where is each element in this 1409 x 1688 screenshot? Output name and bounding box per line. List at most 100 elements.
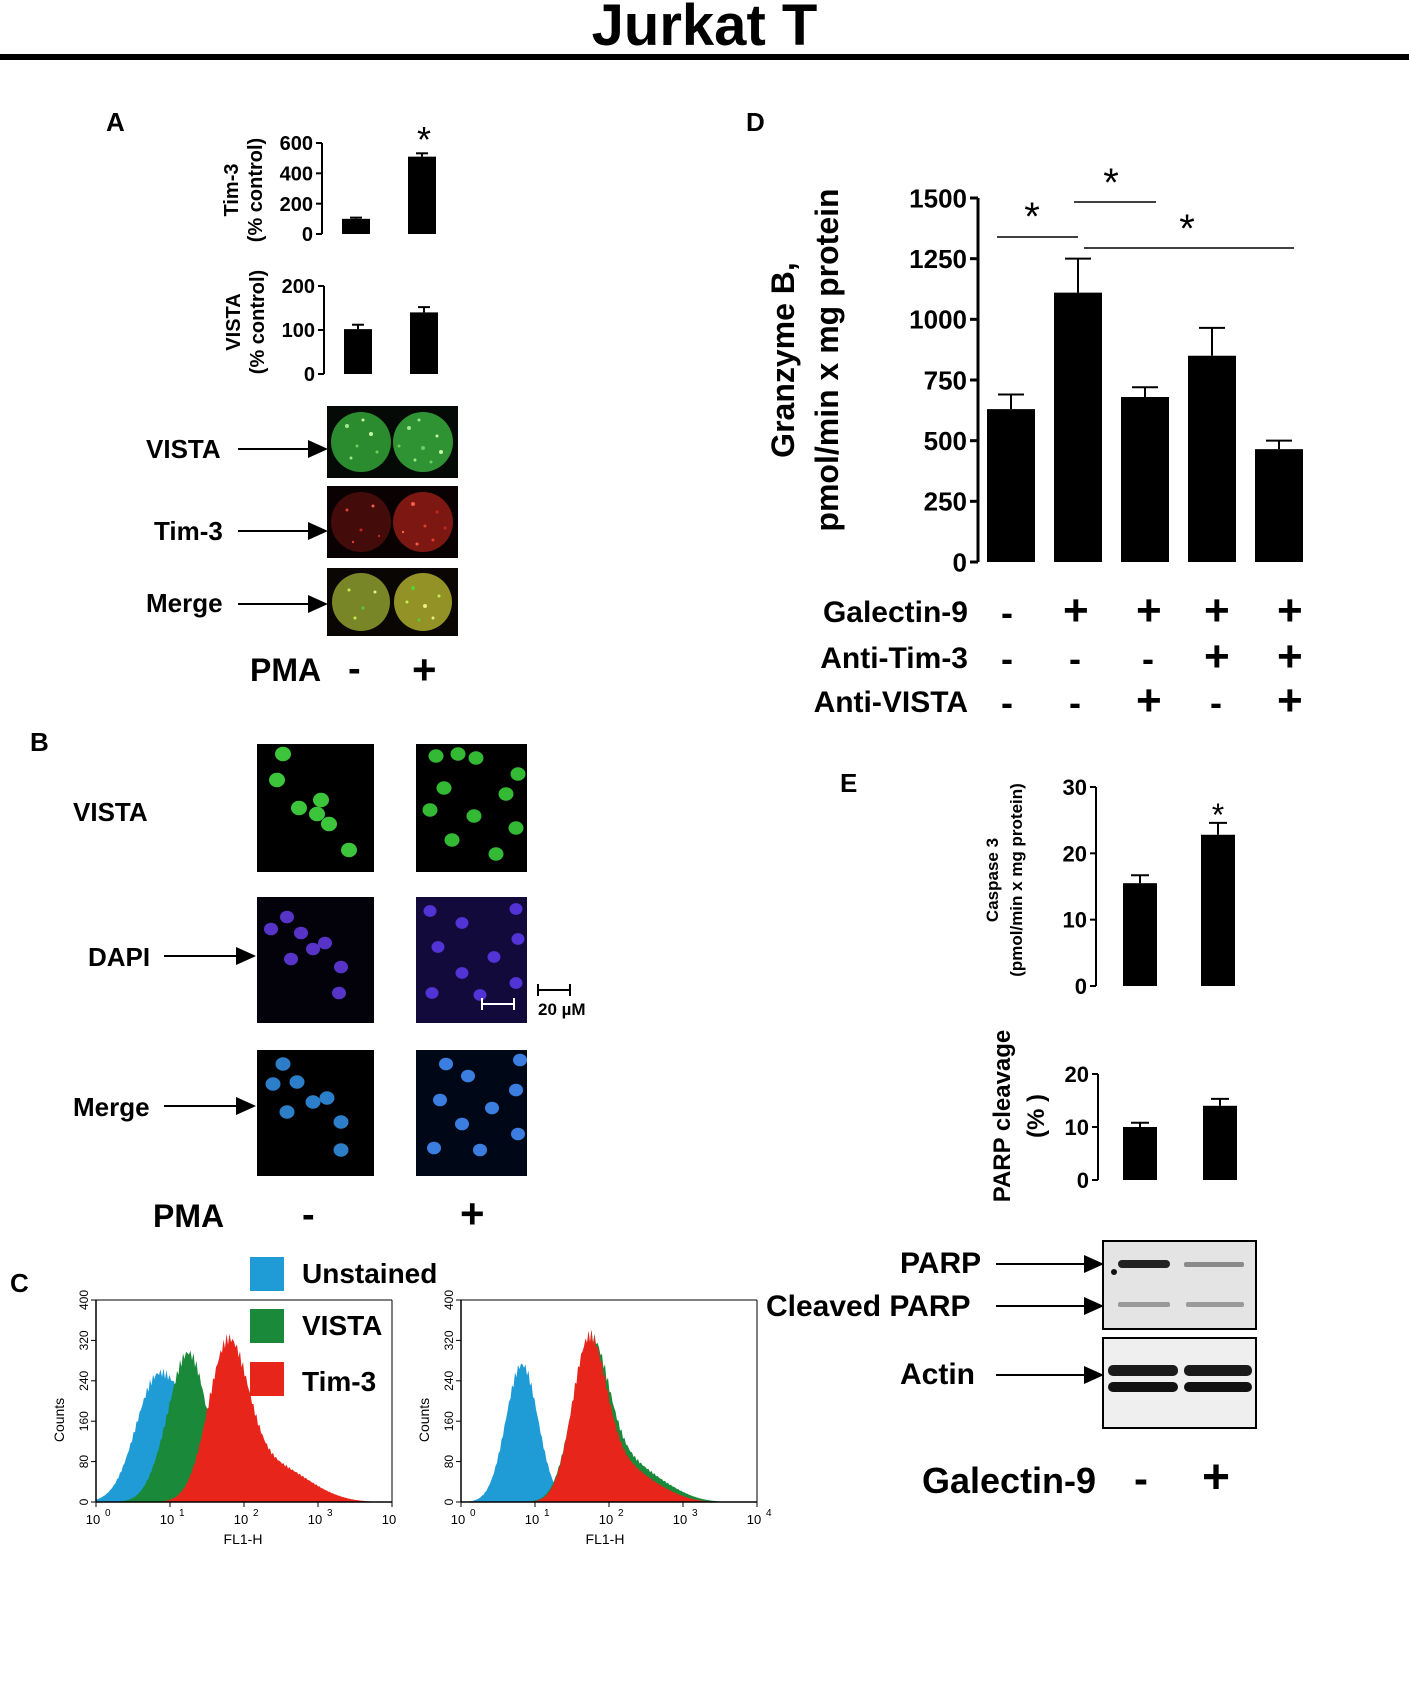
a-tim3-speck [377, 534, 381, 538]
a-arrow-merge-line [238, 603, 310, 605]
c-legend-label-unstained: Unstained [302, 1258, 438, 1289]
b-cell-vista [275, 746, 291, 762]
c-left-ytick-label: 0 [77, 1498, 91, 1505]
b-cell-vista [321, 816, 337, 832]
c-right-ytick-label: 80 [442, 1455, 456, 1469]
d-bar [987, 409, 1035, 562]
e-arrow-parp-line [996, 1263, 1086, 1265]
b-cell-dapi [455, 917, 469, 929]
c-legend-swatch-tim3 [250, 1362, 284, 1396]
b-row-label-dapi: DAPI [88, 942, 151, 972]
d-treatment-sign: + [1204, 586, 1230, 635]
e-caspase-bar [1201, 834, 1235, 986]
b-arrow-merge-line [164, 1105, 238, 1107]
d-bar [1255, 449, 1303, 562]
a-vista-tick-label: 0 [304, 364, 315, 386]
a-vista-speck [407, 426, 411, 430]
a-tim3-speck [371, 504, 375, 508]
a-tim3-speck [415, 542, 419, 546]
b-cell-vista [498, 787, 514, 801]
d-bar [1054, 292, 1102, 562]
d-treatment-sign: - [1001, 638, 1013, 679]
d-tick-label: 1250 [909, 244, 967, 274]
a-vista-ylabel-2: (% control) [247, 270, 269, 374]
c-right-xtick-label: 10 [747, 1512, 761, 1527]
b-cell-merge [511, 1127, 525, 1141]
b-arrow-merge-head [236, 1097, 256, 1115]
c-left-xtick-label: 10 [308, 1512, 322, 1527]
c-left-ytick-label: 240 [77, 1370, 91, 1390]
a-merge-speck [347, 588, 351, 592]
a-merge-speck [361, 606, 365, 610]
d-ylabel-1: Granzyme B, [765, 262, 801, 458]
b-cell-merge [461, 1069, 475, 1083]
e-blot-label-cleaved: Cleaved PARP [766, 1290, 971, 1323]
c-left-xlabel: FL1-H [224, 1531, 263, 1547]
a-vista-ylabel-1: VISTA [223, 293, 245, 350]
b-cell-dapi [425, 987, 439, 999]
b-cell-merge [289, 1075, 305, 1089]
c-left-xtick-label: 10 [234, 1512, 248, 1527]
d-treatment-label: Anti-VISTA [813, 686, 968, 719]
a-arrow-merge-head [308, 595, 328, 613]
b-cell-dapi [332, 986, 346, 1000]
e-parp-bar [1123, 1127, 1157, 1180]
e-caspase-tick-label: 0 [1075, 974, 1087, 999]
c-right-unstained-distribution [461, 1363, 757, 1502]
b-cell-vista [510, 767, 526, 781]
b-cell-dapi [264, 922, 278, 936]
a-pma-label: PMA [250, 652, 322, 688]
b-cell-merge [319, 1091, 335, 1105]
b-cell-merge [485, 1101, 499, 1115]
panel-letter-d: D [746, 107, 765, 137]
c-left-ytick-label: 160 [77, 1411, 91, 1431]
a-vista-speck [349, 456, 353, 460]
b-cell-dapi [318, 936, 332, 950]
e-arrow-actin-line [996, 1374, 1086, 1376]
c-left-ytick-label: 320 [77, 1330, 91, 1350]
d-treatment-sign: + [1063, 586, 1089, 635]
e-blot-label-actin: Actin [900, 1358, 975, 1391]
b-cell-dapi [306, 942, 320, 956]
d-treatment-sign: + [1277, 632, 1303, 681]
a-vista-speck [429, 460, 433, 464]
b-scale-bar [537, 984, 571, 996]
a-arrow-vista-line [238, 448, 310, 450]
c-histogram-right: Counts FL1-H 0 80 160 240 320 400 10 0 10 1 10 2 10 3… [416, 1290, 772, 1547]
a-merge-speck [353, 616, 357, 620]
a-vista-speck [413, 458, 417, 462]
c-legend-label-tim3: Tim-3 [302, 1366, 377, 1397]
b-cell-dapi [294, 926, 308, 940]
d-treatment-label: Anti-Tim-3 [820, 642, 968, 675]
c-right-xtick-label: 10 [599, 1512, 613, 1527]
b-cell-dapi [280, 910, 294, 924]
b-cell-vista [436, 781, 452, 795]
c-left-xtick-exp: 1 [179, 1508, 185, 1519]
d-treatment-sign: + [1277, 586, 1303, 635]
panel-letter-c: C [10, 1268, 29, 1298]
d-treatment-sign: + [1136, 586, 1162, 635]
d-treatment-label: Galectin-9 [822, 596, 968, 629]
b-cell-vista [450, 747, 466, 761]
panel-letter-b: B [30, 727, 49, 757]
b-cell-vista [488, 847, 504, 861]
b-image-merge-minus [257, 1050, 374, 1176]
a-merge-speck [437, 594, 441, 598]
chart-a-vista: VISTA (% control) 0 100 200 [223, 270, 438, 386]
a-vista-speck [345, 424, 349, 428]
e-parp-bar [1203, 1105, 1237, 1180]
b-cell-merge [333, 1143, 349, 1157]
a-vista-tick-label: 200 [282, 276, 315, 298]
b-cell-merge [513, 1053, 527, 1067]
d-bar [1188, 355, 1236, 562]
b-image-merge-plus [416, 1050, 527, 1176]
c-right-xtick-label: 10 [525, 1512, 539, 1527]
a-tim3-tick-label: 0 [302, 224, 313, 246]
a-row-label-tim3: Tim-3 [154, 516, 223, 546]
d-treatment-sign: - [1001, 592, 1013, 633]
b-cell-vista [468, 751, 484, 765]
a-merge-speck [411, 586, 415, 590]
e-galectin-minus: - [1134, 1455, 1148, 1502]
d-bar [1121, 396, 1169, 562]
e-parp-tick-label: 0 [1077, 1168, 1089, 1193]
